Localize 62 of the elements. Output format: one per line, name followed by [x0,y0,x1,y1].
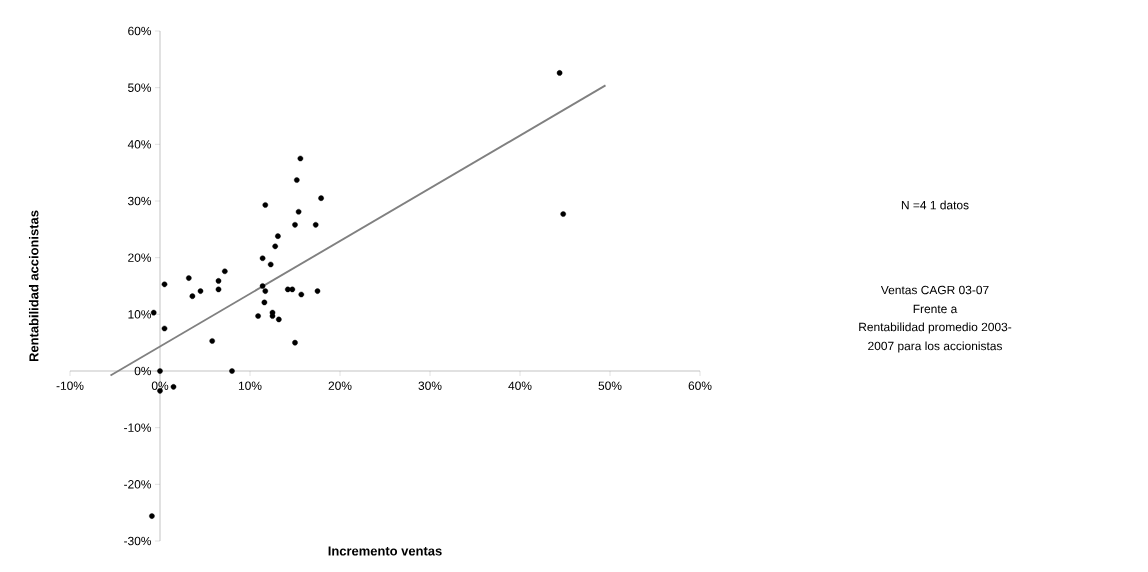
point [295,208,302,215]
text: 2007 para los accionistas [868,341,1002,353]
point [275,233,281,239]
point [215,286,222,293]
x-tick-label: 30% [418,381,442,390]
point [215,278,222,284]
point [261,299,268,306]
point [556,70,563,76]
point [318,195,324,201]
x-tick-label: 60% [688,381,712,390]
y-tick-label: 10% [128,310,152,319]
point [312,222,319,228]
x-tick-label: -10% [56,381,84,390]
point [186,275,192,281]
point [267,261,274,268]
y-tick-label: 40% [127,140,152,149]
y-tick-label: -20% [124,480,152,489]
point [298,291,305,298]
point [289,286,296,293]
point [157,368,163,374]
y-tick-label: -30% [124,536,152,546]
point [170,384,177,390]
point [276,316,282,323]
point [560,211,566,217]
y-axis-title: Rentabilidad accionistas [28,210,39,362]
point [292,222,298,228]
point [285,286,291,293]
point [262,202,269,208]
y-tick-label: 60% [128,26,152,36]
x-tick-label: 10% [238,381,262,390]
point [222,268,228,275]
point [272,243,278,250]
y-tick-label: 30% [128,196,152,206]
text: N =4 1 datos [901,200,969,210]
y-tick-label: -10% [124,423,152,432]
point [229,368,235,374]
text: Rentabilidad promedio 2003- [859,322,1012,334]
y-tick-label: 0% [134,366,152,376]
x-tick-label: 20% [328,381,352,390]
y-tick-label: 50% [128,83,152,92]
x-tick-label: 50% [598,381,622,390]
point [292,339,298,346]
x-axis-title: Incremento ventas [328,546,442,556]
point [161,325,168,332]
point [197,288,204,294]
point [189,293,196,299]
x-tick-label: 40% [508,381,532,390]
text: Frente a [913,304,958,314]
point [161,281,168,288]
y-tick-label: 20% [128,253,152,262]
point [255,313,261,319]
point [209,338,215,344]
point [294,177,300,183]
text: Ventas CAGR 03-07 [880,285,989,295]
point [269,313,276,319]
point [297,155,304,162]
point [259,283,266,289]
point [259,255,266,262]
x-tick-label: 0% [151,381,169,390]
point [149,513,155,519]
point [262,288,269,294]
point [314,288,321,294]
